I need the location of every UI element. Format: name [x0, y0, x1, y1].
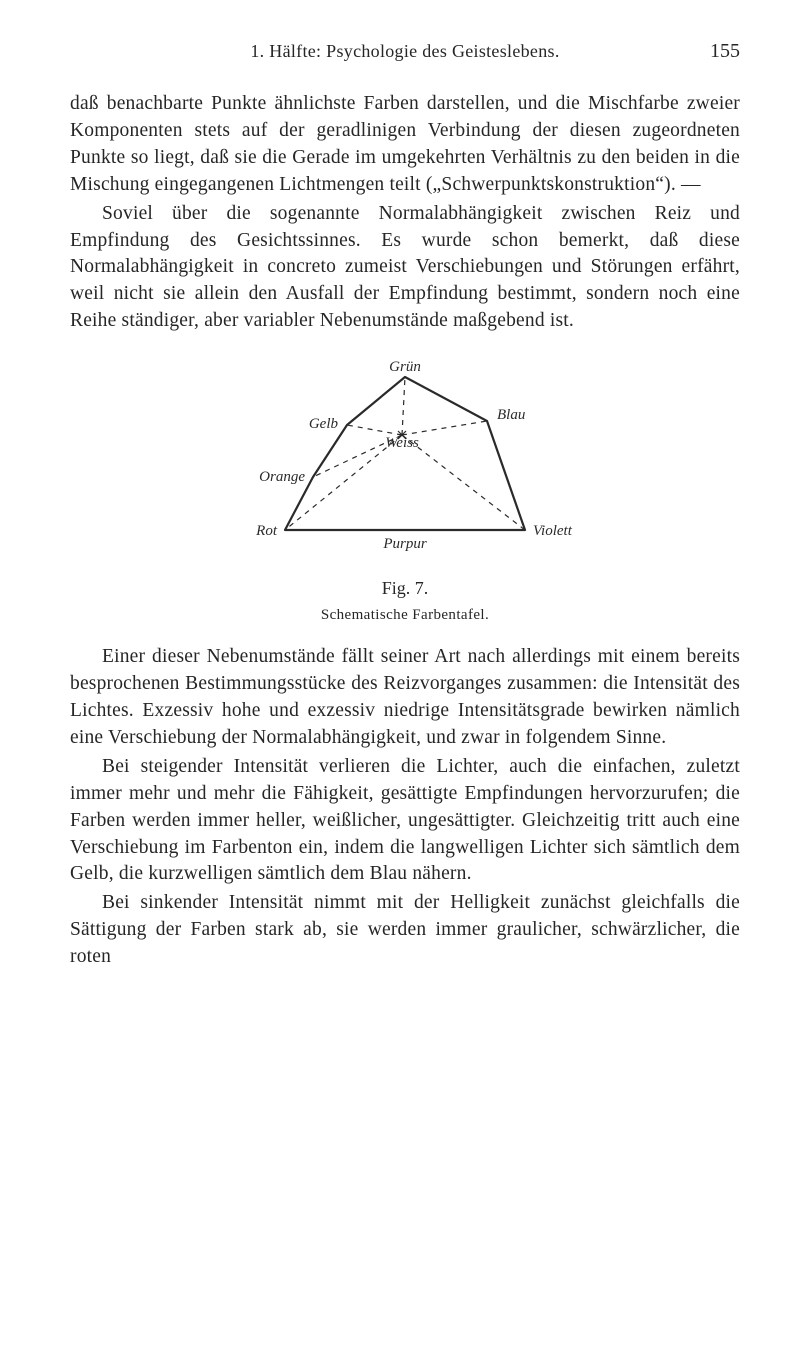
paragraph-3: Einer dieser Nebenumstände fällt seiner … — [70, 644, 740, 752]
color-triangle-svg: Grün Blau Violett Purpur Rot Orange Gelb Weiss — [235, 355, 575, 565]
svg-text:Gelb: Gelb — [309, 416, 339, 432]
body-text: daß benachbarte Punkte ähnlichste Farben… — [70, 91, 740, 335]
page-header: 1. Hälfte: Psychologie des Geisteslebens… — [70, 40, 740, 63]
body-text-lower: Einer dieser Nebenumstände fällt seiner … — [70, 644, 740, 971]
figure-subcaption: Schematische Farbentafel. — [70, 607, 740, 624]
svg-text:Violett: Violett — [533, 523, 573, 539]
paragraph-1: daß benachbarte Punkte ähnlichste Farben… — [70, 91, 740, 199]
svg-text:Rot: Rot — [255, 523, 278, 539]
paragraph-2: Soviel über die sogenannte Normalabhängi… — [70, 201, 740, 336]
svg-text:Orange: Orange — [259, 469, 305, 485]
svg-text:Weiss: Weiss — [385, 435, 419, 451]
svg-text:Grün: Grün — [389, 359, 421, 375]
figure-color-triangle: GrünBlauViolettPurpurRotOrangeGelbWeiss … — [70, 355, 740, 624]
figure-caption: Fig. 7. — [70, 578, 740, 599]
page-number: 155 — [690, 40, 740, 63]
paragraph-5: Bei sinkender Intensität nimmt mit der H… — [70, 890, 740, 971]
paragraph-4: Bei steigender Intensität verlieren die … — [70, 754, 740, 889]
page-content: 1. Hälfte: Psychologie des Geisteslebens… — [0, 0, 800, 1013]
running-title: 1. Hälfte: Psychologie des Geisteslebens… — [120, 41, 690, 62]
svg-text:Purpur: Purpur — [382, 536, 427, 552]
svg-text:Blau: Blau — [497, 407, 525, 423]
